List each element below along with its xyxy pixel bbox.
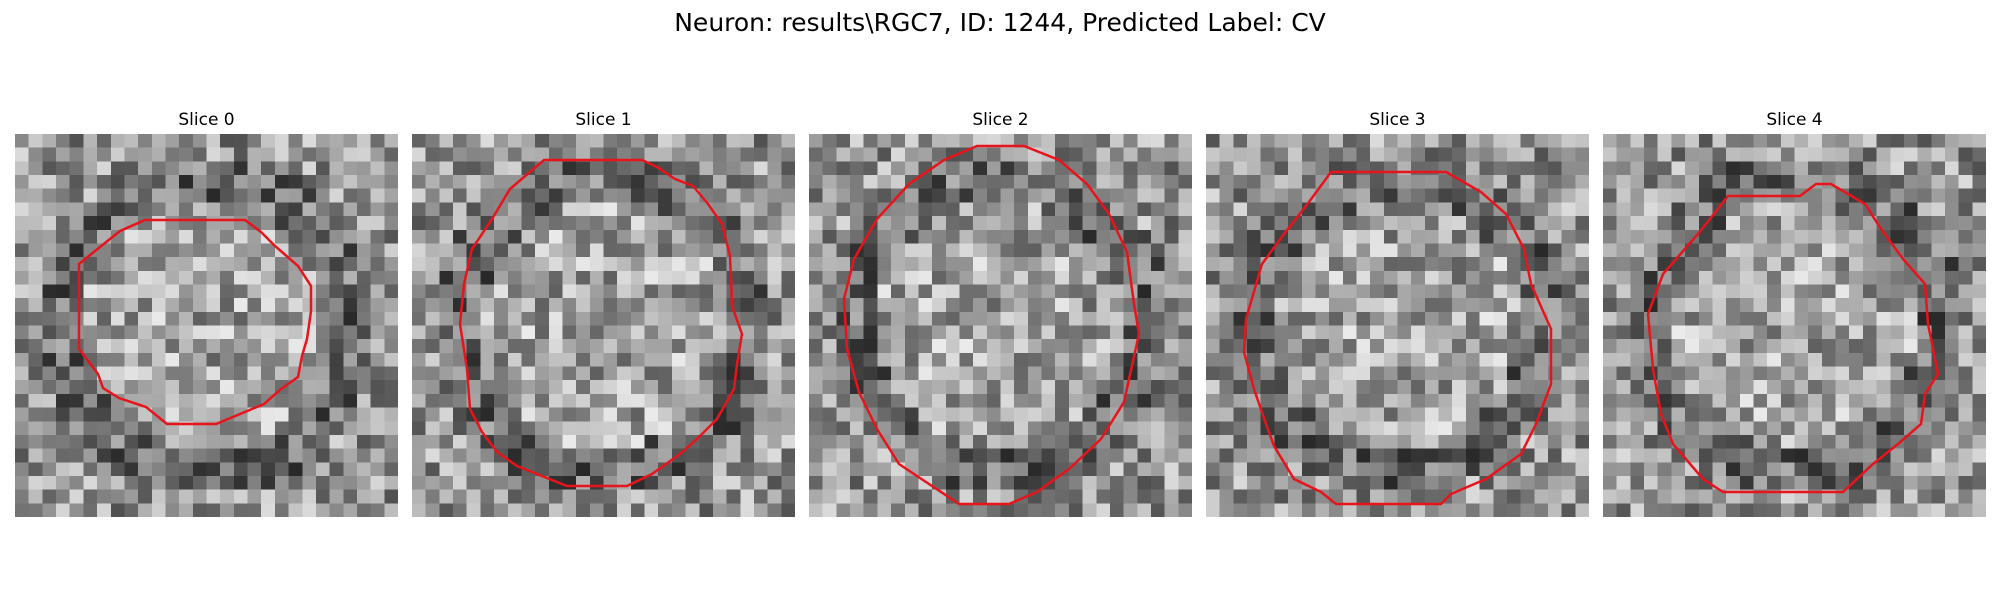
- contour-overlay: [77, 218, 313, 426]
- slice-title: Slice 0: [178, 110, 235, 130]
- contour-overlay: [842, 144, 1141, 506]
- slice-title: Slice 2: [972, 110, 1029, 130]
- contour-overlay: [458, 158, 744, 488]
- slice-title: Slice 3: [1369, 110, 1426, 130]
- slice-image: [1603, 134, 1986, 517]
- contour-overlay: [1242, 170, 1553, 506]
- slice-image: [809, 134, 1192, 517]
- roi-contour: [1242, 170, 1553, 506]
- roi-contour: [1646, 182, 1940, 494]
- figure-title: Neuron: results\RGC7, ID: 1244, Predicte…: [674, 8, 1326, 37]
- slice-title: Slice 1: [575, 110, 632, 130]
- slice-image: [1206, 134, 1589, 517]
- slice-image: [412, 134, 795, 517]
- contour-overlay: [1646, 182, 1940, 494]
- roi-contour: [842, 144, 1141, 506]
- roi-contour: [77, 218, 313, 426]
- roi-contour: [458, 158, 744, 488]
- slice-title: Slice 4: [1766, 110, 1823, 130]
